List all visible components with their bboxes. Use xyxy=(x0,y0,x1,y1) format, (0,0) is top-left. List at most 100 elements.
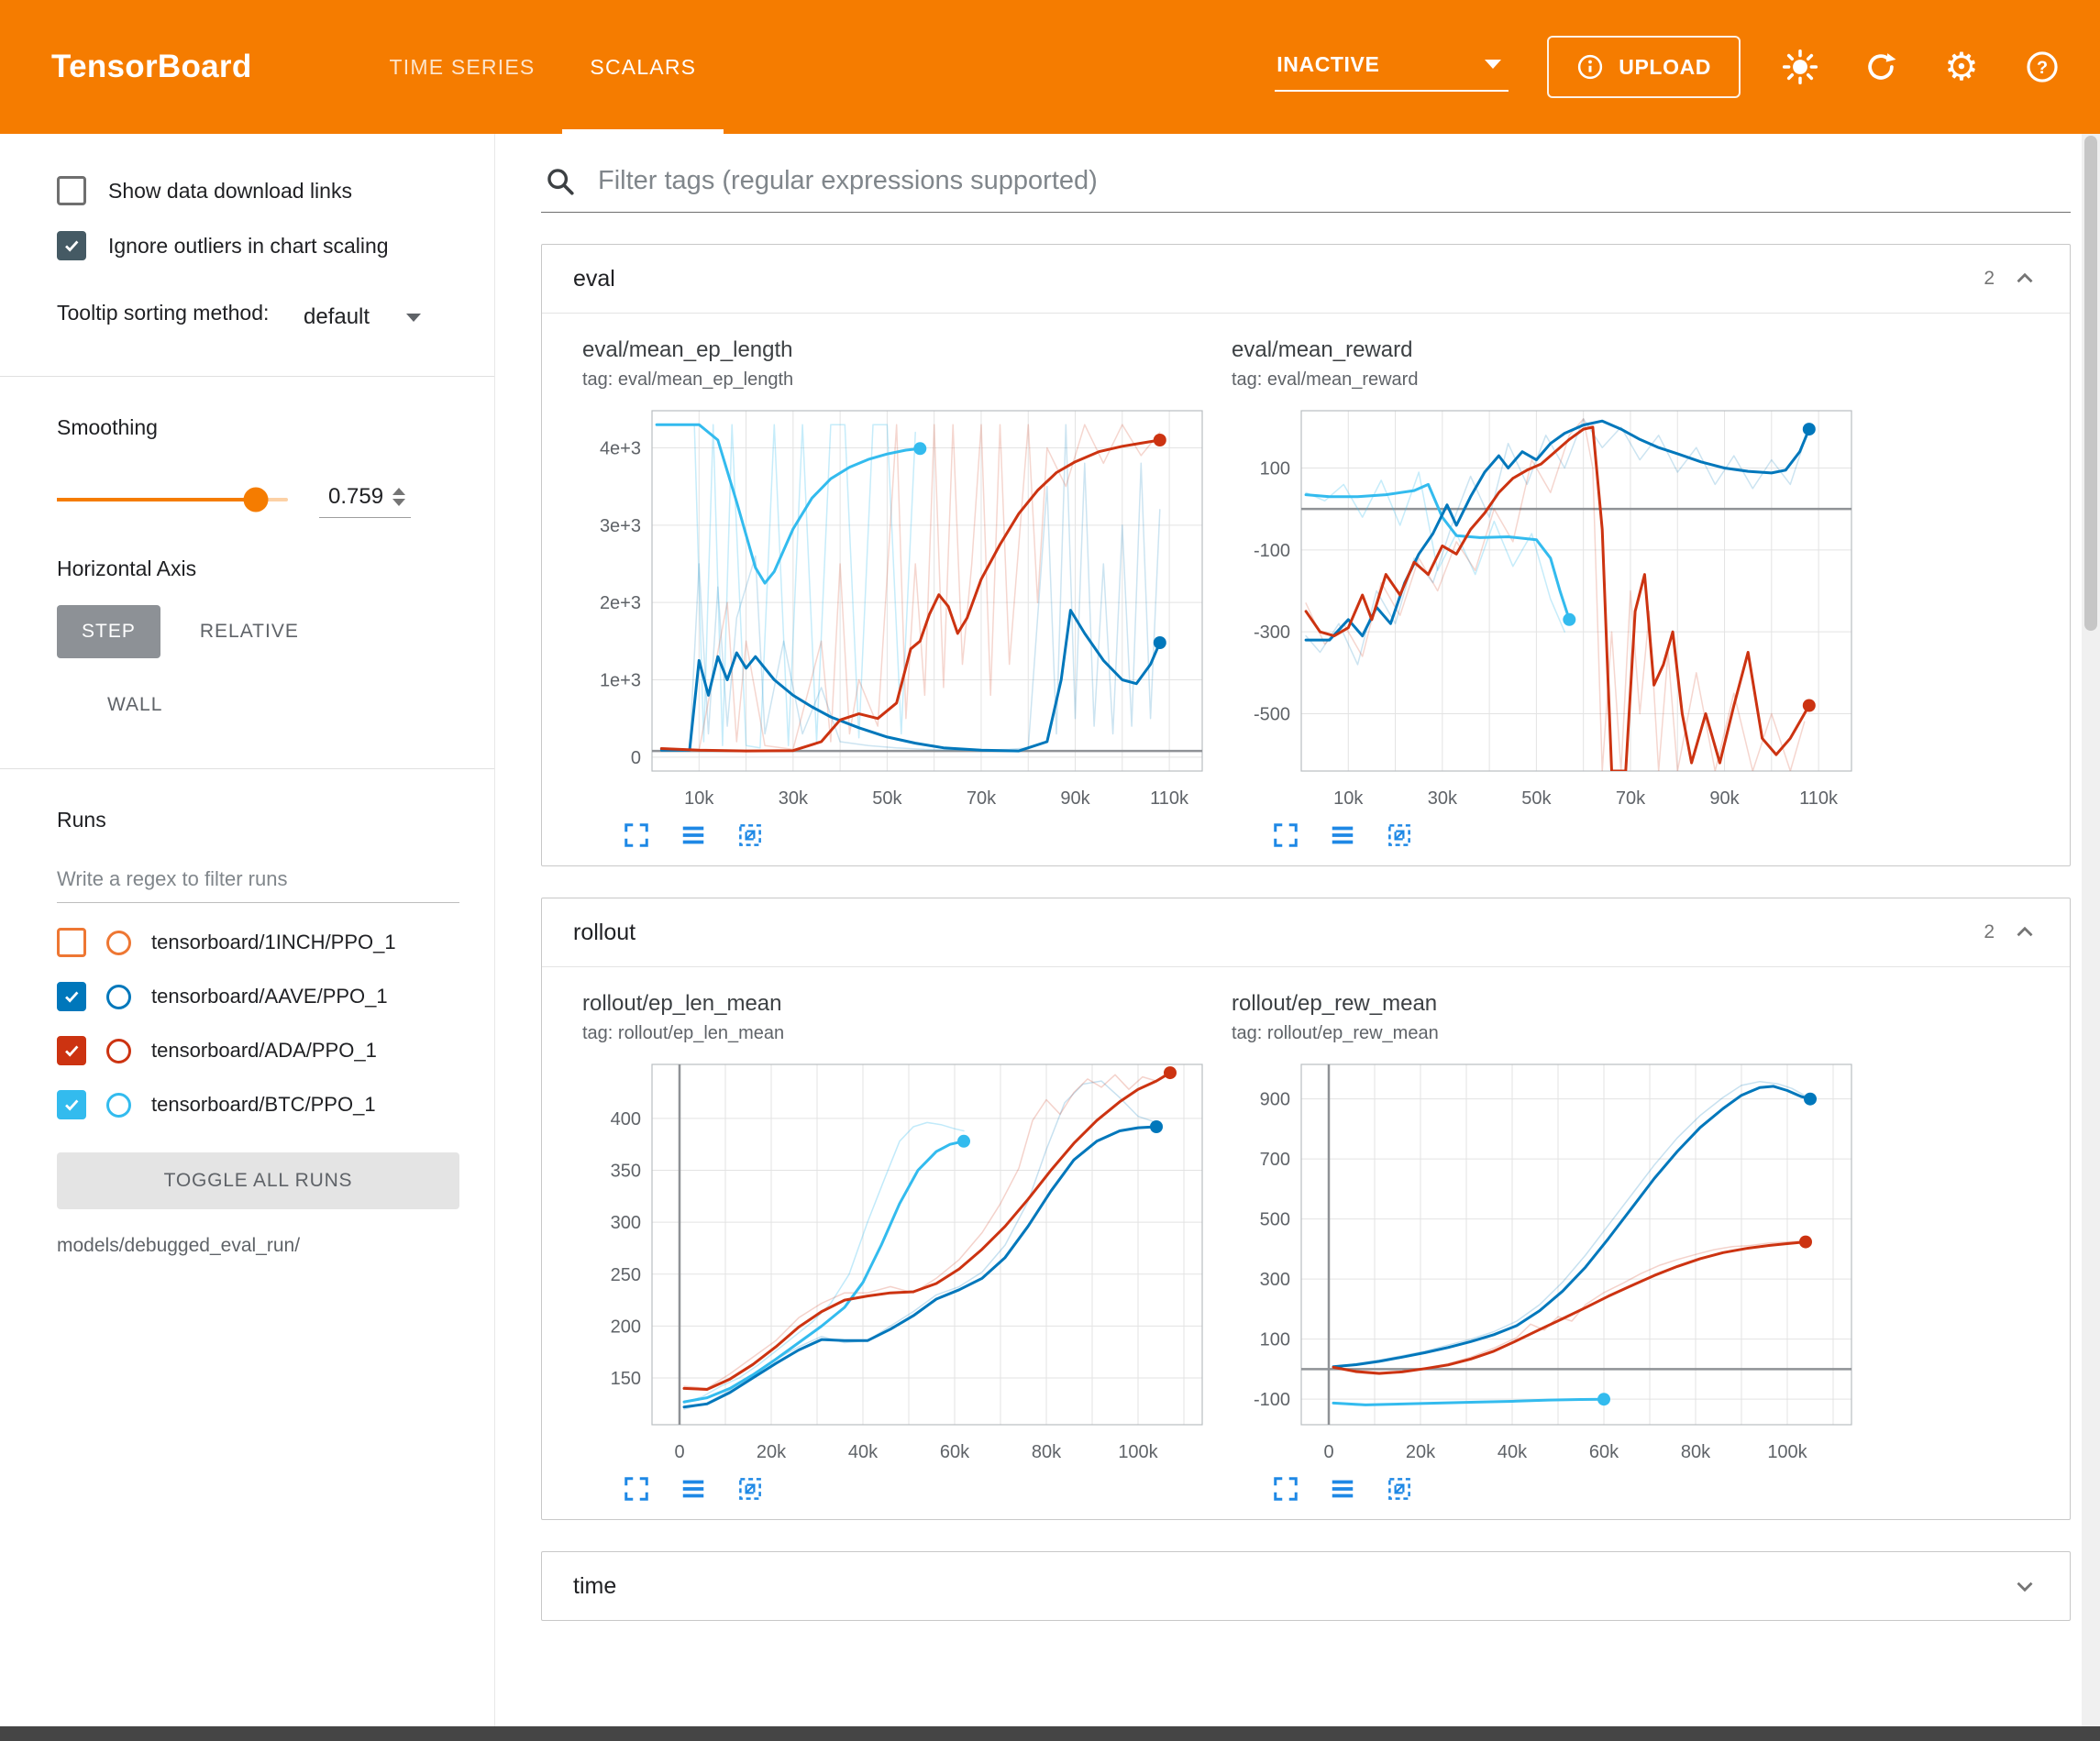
svg-text:1e+3: 1e+3 xyxy=(600,670,641,690)
settings-gear-icon[interactable]: ⚙ xyxy=(1940,46,1983,88)
filter-tags-input[interactable] xyxy=(596,165,2065,197)
sidebar-divider xyxy=(0,768,494,769)
upload-button[interactable]: UPLOAD xyxy=(1547,36,1741,98)
run-row-btc[interactable]: tensorboard/BTC/PPO_1 xyxy=(57,1090,459,1119)
svg-text:350: 350 xyxy=(611,1162,641,1182)
axis-step-button[interactable]: STEP xyxy=(57,605,160,658)
axis-wall-button[interactable]: WALL xyxy=(83,678,187,732)
chart-tag: tag: rollout/ep_len_mean xyxy=(582,1023,785,1043)
section-rollout: rollout 2 rollout/ep_len_mean tag: rollo… xyxy=(541,898,2071,1520)
svg-text:-300: -300 xyxy=(1254,623,1290,643)
svg-text:100: 100 xyxy=(1260,459,1290,479)
axis-relative-button[interactable]: RELATIVE xyxy=(175,605,324,658)
view-data-icon[interactable] xyxy=(678,820,709,851)
svg-text:250: 250 xyxy=(611,1265,641,1285)
svg-text:20k: 20k xyxy=(757,1442,787,1462)
chevron-up-icon[interactable] xyxy=(2011,265,2039,292)
run-name: tensorboard/1INCH/PPO_1 xyxy=(151,931,396,953)
search-icon xyxy=(545,166,576,197)
fit-domain-icon[interactable] xyxy=(1384,1473,1415,1504)
app-title: TensorBoard xyxy=(51,49,252,84)
ignore-outliers-option[interactable]: Ignore outliers in chart scaling xyxy=(57,231,459,260)
chart-canvas[interactable]: 0 20k 40k 60k 80k 100k -100 100 300 500 700 900 xyxy=(1232,1052,1881,1473)
chart-title: eval/mean_ep_length xyxy=(582,337,793,362)
run-checkbox[interactable] xyxy=(57,1090,86,1119)
chevron-up-icon[interactable] xyxy=(2011,919,2039,946)
smoothing-slider[interactable] xyxy=(57,487,288,512)
tab-time-series[interactable]: TIME SERIES xyxy=(389,54,536,79)
chart-rollout-ep-len-mean: rollout/ep_len_mean tag: rollout/ep_len_… xyxy=(582,991,1232,1504)
runs-filter-input[interactable] xyxy=(57,858,459,903)
svg-text:-100: -100 xyxy=(1254,541,1290,561)
fit-domain-icon[interactable] xyxy=(735,820,766,851)
run-color-swatch xyxy=(106,984,131,1009)
view-data-icon[interactable] xyxy=(1327,820,1358,851)
help-icon[interactable]: ? xyxy=(2021,46,2063,88)
show-download-links-checkbox[interactable] xyxy=(57,176,86,205)
expand-chart-icon[interactable] xyxy=(621,820,652,851)
horizontal-scrollbar[interactable] xyxy=(0,1726,2100,1741)
run-color-swatch xyxy=(106,930,131,955)
chart-canvas[interactable]: 0 20k 40k 60k 80k 100k 150 200 250 300 350 400 xyxy=(582,1052,1232,1473)
run-row-aave[interactable]: tensorboard/AAVE/PPO_1 xyxy=(57,982,459,1011)
svg-text:40k: 40k xyxy=(848,1442,879,1462)
expand-chart-icon[interactable] xyxy=(621,1473,652,1504)
smoothing-value-input[interactable]: 0.759 xyxy=(319,480,412,518)
svg-text:90k: 90k xyxy=(1060,788,1090,809)
view-data-icon[interactable] xyxy=(678,1473,709,1504)
chart-canvas[interactable]: 10k 30k 50k 70k 90k 110k -500 -300 -100 100 xyxy=(1232,398,1881,820)
svg-text:4e+3: 4e+3 xyxy=(600,438,641,458)
svg-text:90k: 90k xyxy=(1709,788,1740,809)
chart-canvas[interactable]: 10k 30k 50k 70k 90k 110k 0 1e+3 2e+3 3e+3 4e+3 xyxy=(582,398,1232,820)
smoothing-slider-knob[interactable] xyxy=(243,487,269,512)
stepper-arrows-icon[interactable] xyxy=(392,488,406,506)
svg-text:100k: 100k xyxy=(1118,1442,1158,1462)
svg-text:700: 700 xyxy=(1260,1150,1290,1170)
chart-eval-mean-ep-length: eval/mean_ep_length tag: eval/mean_ep_le… xyxy=(582,337,1232,851)
section-rollout-header[interactable]: rollout 2 xyxy=(542,898,2070,966)
chart-rollout-ep-rew-mean: rollout/ep_rew_mean tag: rollout/ep_rew_… xyxy=(1232,991,1881,1504)
chart-title: rollout/ep_len_mean xyxy=(582,991,782,1016)
section-time-header[interactable]: time xyxy=(542,1552,2070,1620)
expand-chart-icon[interactable] xyxy=(1270,1473,1301,1504)
section-time: time xyxy=(541,1551,2071,1621)
brightness-icon[interactable] xyxy=(1779,46,1821,88)
svg-text:900: 900 xyxy=(1260,1090,1290,1110)
svg-text:10k: 10k xyxy=(1333,788,1364,809)
vertical-scrollbar-thumb[interactable] xyxy=(2084,136,2097,631)
view-data-icon[interactable] xyxy=(1327,1473,1358,1504)
run-checkbox[interactable] xyxy=(57,982,86,1011)
show-download-links-option[interactable]: Show data download links xyxy=(57,176,459,205)
run-row-ada[interactable]: tensorboard/ADA/PPO_1 xyxy=(57,1036,459,1065)
run-row-1inch[interactable]: tensorboard/1INCH/PPO_1 xyxy=(57,928,459,957)
refresh-icon[interactable] xyxy=(1860,46,1902,88)
chart-tag: tag: eval/mean_ep_length xyxy=(582,369,794,390)
ignore-outliers-checkbox[interactable] xyxy=(57,231,86,260)
toggle-all-runs-button[interactable]: TOGGLE ALL RUNS xyxy=(57,1152,459,1209)
main-tabs: TIME SERIES SCALARS xyxy=(362,0,724,134)
chart-eval-mean-reward: eval/mean_reward tag: eval/mean_reward 1… xyxy=(1232,337,1881,851)
section-count: 2 xyxy=(1984,268,1995,289)
section-title: time xyxy=(573,1572,617,1599)
tooltip-sorting-select[interactable]: default xyxy=(298,299,426,339)
svg-text:60k: 60k xyxy=(940,1442,970,1462)
section-title: eval xyxy=(573,265,615,292)
show-download-links-label: Show data download links xyxy=(108,178,352,203)
fit-domain-icon[interactable] xyxy=(1384,820,1415,851)
svg-text:10k: 10k xyxy=(684,788,714,809)
fit-domain-icon[interactable] xyxy=(735,1473,766,1504)
vertical-scrollbar[interactable] xyxy=(2082,134,2100,1726)
run-checkbox[interactable] xyxy=(57,1036,86,1065)
svg-text:40k: 40k xyxy=(1498,1442,1528,1462)
section-eval-header[interactable]: eval 2 xyxy=(542,245,2070,313)
smoothing-label: Smoothing xyxy=(57,415,158,439)
settings-sidebar: Show data download links Ignore outliers… xyxy=(0,134,495,1726)
run-name: tensorboard/ADA/PPO_1 xyxy=(151,1039,377,1062)
chevron-down-icon[interactable] xyxy=(2011,1572,2039,1600)
status-dropdown[interactable]: INACTIVE xyxy=(1275,43,1509,92)
svg-text:80k: 80k xyxy=(1032,1442,1062,1462)
run-checkbox[interactable] xyxy=(57,928,86,957)
tab-scalars[interactable]: SCALARS xyxy=(562,0,724,134)
status-dropdown-value: INACTIVE xyxy=(1277,51,1380,76)
expand-chart-icon[interactable] xyxy=(1270,820,1301,851)
